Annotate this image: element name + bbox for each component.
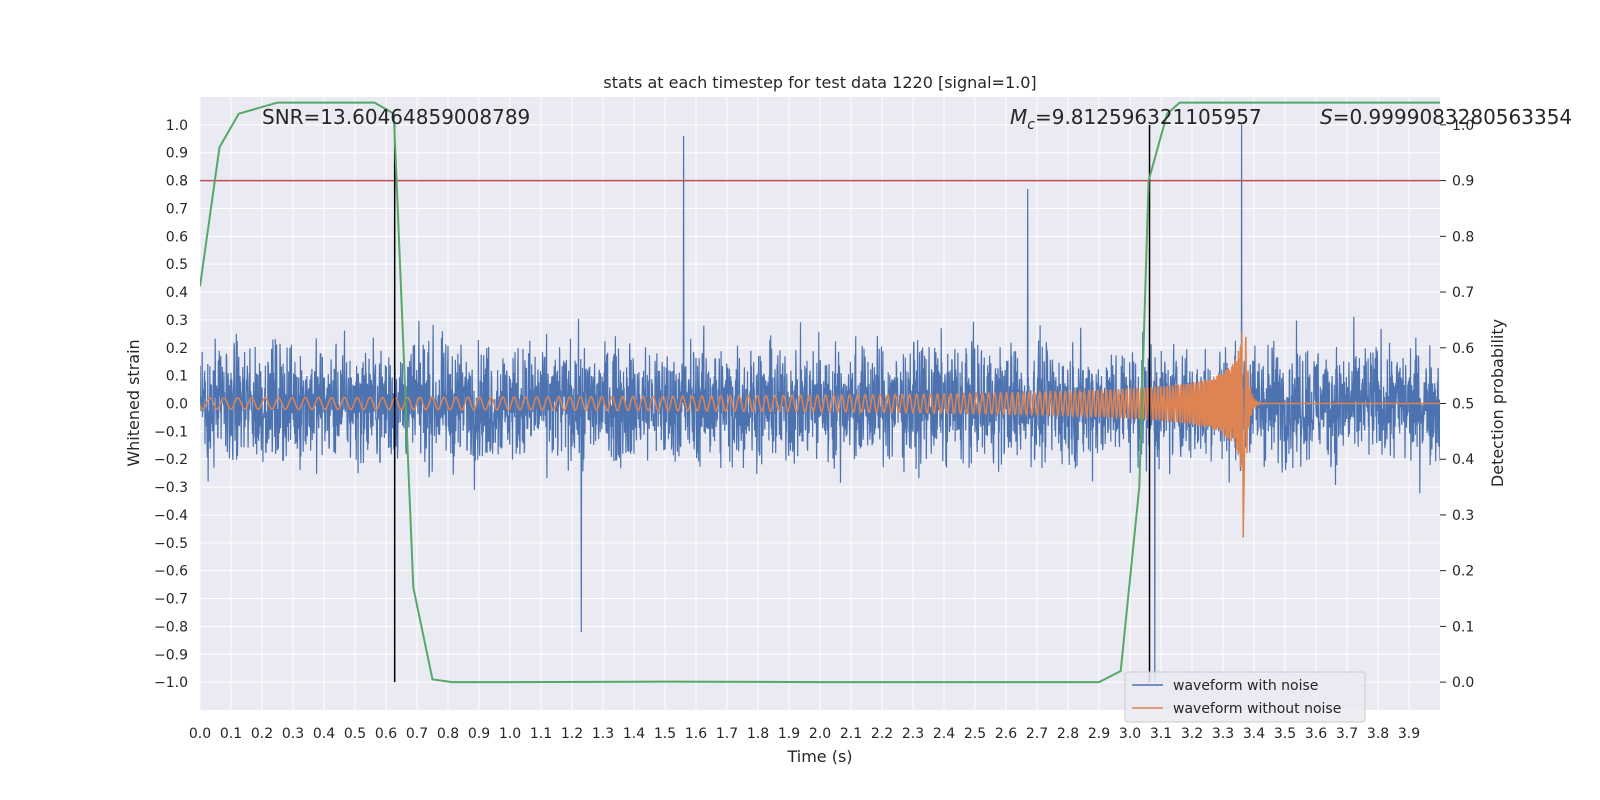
x-tick-label: 2.5 [964,726,986,742]
y-tick-label: −0.4 [154,508,188,524]
y2-tick-label: 0.2 [1452,564,1474,580]
y-tick-label: 0.6 [166,229,188,245]
x-tick-label: 0.6 [375,726,397,742]
y2-tick-label: 0.9 [1452,174,1474,190]
x-tick-label: 0.5 [344,726,366,742]
x-tick-label: 1.7 [716,726,738,742]
x-tick-label: 2.6 [995,726,1017,742]
y-tick-label: 0.4 [166,285,188,301]
y2-tick-label: 0.7 [1452,285,1474,301]
y-tick-labels: 1.0 0.9 0.8 0.7 0.6 0.5 0.4 0.3 0.2 0.1 0.0 −0.1 −0.… [154,118,188,691]
x-tick-label: 3.0 [1119,726,1141,742]
y-tick-label: −0.7 [154,592,188,608]
x-tick-label: 3.4 [1243,726,1265,742]
y-tick-label: 0.0 [166,397,188,413]
snr-annotation: SNR=13.60464859008789 [262,105,530,129]
series-waveform-without-noise [200,331,1440,538]
y-tick-label: 0.9 [166,146,188,162]
x-tick-label: 1.6 [685,726,707,742]
x-tick-label: 1.1 [530,726,552,742]
y2-tick-label: 0.6 [1452,341,1474,357]
s-symbol: S [1320,105,1333,129]
x-tick-label: 1.2 [561,726,583,742]
x-tick-label: 1.0 [499,726,521,742]
x-tick-label: 0.1 [220,726,242,742]
x-tick-label: 2.8 [1057,726,1079,742]
y-tick-label: 0.7 [166,201,188,217]
y2-tick-label: 1.0 [1452,118,1474,134]
x-tick-label: 3.9 [1398,726,1420,742]
x-tick-label: 0.0 [189,726,211,742]
s-value: =0.9999083280563354 [1333,105,1572,129]
x-tick-label: 2.4 [933,726,955,742]
x-tick-label: 1.9 [778,726,800,742]
chirp-mass-annotation: Mc=9.812596321105957 [1010,105,1262,133]
x-tick-label: 2.0 [809,726,831,742]
y-tick-label: 0.5 [166,257,188,273]
y-tick-label: 0.2 [166,341,188,357]
s-annotation: S=0.9999083280563354 [1320,105,1572,129]
y-tick-label: −0.8 [154,619,188,635]
legend-label-clean: waveform without noise [1173,701,1341,717]
x-tick-label: 3.8 [1367,726,1389,742]
y2-axis-label: Detection probability [1488,319,1507,487]
x-tick-label: 2.7 [1026,726,1048,742]
chart-title: stats at each timestep for test data 122… [603,73,1036,92]
y-tick-label: −0.1 [154,424,188,440]
x-tick-label: 3.7 [1336,726,1358,742]
x-tick-label: 2.9 [1088,726,1110,742]
y-axis-label: Whitened strain [124,339,143,466]
y-tick-label: −0.3 [154,480,188,496]
y-tick-label: −0.2 [154,452,188,468]
y-tick-label: −0.9 [154,647,188,663]
chirp-mass-value: =9.812596321105957 [1035,105,1262,129]
y2-tick-label: 0.8 [1452,229,1474,245]
y2-tick-label: 0.3 [1452,508,1474,524]
x-tick-label: 3.6 [1305,726,1327,742]
y2-tick-label: 0.0 [1452,675,1474,691]
x-tick-label: 2.3 [902,726,924,742]
y-tick-label: 0.3 [166,313,188,329]
x-tick-label: 1.5 [654,726,676,742]
y-tick-label: −0.5 [154,536,188,552]
chirp-mass-subscript: c [1027,117,1035,133]
x-tick-label: 3.3 [1212,726,1234,742]
x-tick-label: 0.4 [313,726,335,742]
x-tick-label: 1.3 [592,726,614,742]
chirp-mass-symbol: M [1010,105,1027,129]
x-tick-label: 2.2 [871,726,893,742]
x-tick-label: 0.7 [406,726,428,742]
x-tick-label: 3.1 [1150,726,1172,742]
x-tick-label: 3.2 [1181,726,1203,742]
y-tick-label: 0.1 [166,369,188,385]
x-tick-label: 0.9 [468,726,490,742]
y2-tick-label: 0.5 [1452,397,1474,413]
x-tick-label: 3.5 [1274,726,1296,742]
series-detection-probability [200,101,1440,684]
y2-tick-labels: 1.0 0.9 0.8 0.7 0.6 0.5 0.4 0.3 0.2 0.1 0.0 [1440,118,1474,691]
y-tick-label: 0.8 [166,174,188,190]
x-axis-label: Time (s) [786,747,852,766]
legend: waveform with noise waveform without noi… [1124,671,1366,723]
legend-label-noisy: waveform with noise [1173,678,1318,694]
x-tick-label: 1.4 [623,726,645,742]
x-tick-label: 2.1 [840,726,862,742]
y-tick-label: 1.0 [166,118,188,134]
y-tick-label: −0.6 [154,564,188,580]
x-tick-label: 0.2 [251,726,273,742]
x-tick-label: 0.3 [282,726,304,742]
x-tick-label: 0.8 [437,726,459,742]
y-tick-label: −1.0 [154,675,188,691]
y2-tick-label: 0.4 [1452,452,1474,468]
y2-tick-label: 0.1 [1452,619,1474,635]
legend-box [1124,671,1366,723]
x-tick-labels: 0.0 0.1 0.2 0.3 0.4 0.5 0.6 0.7 0.8 0.9 1.0 1.1 1.2 1… [189,726,1420,742]
x-tick-label: 1.8 [747,726,769,742]
